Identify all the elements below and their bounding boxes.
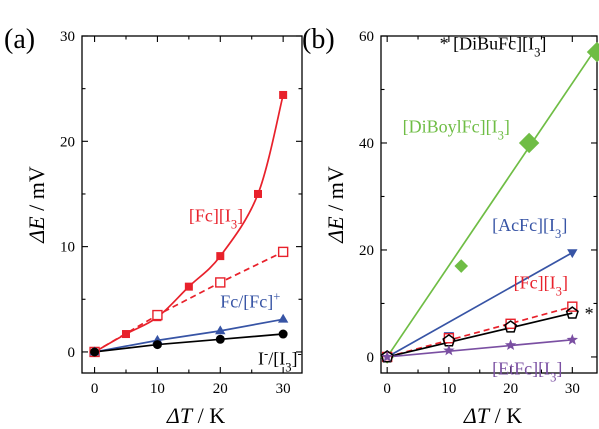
x-tick-label: 10 bbox=[441, 381, 456, 397]
panel-label: (a) bbox=[4, 24, 35, 55]
x-tick-label: 20 bbox=[503, 381, 518, 397]
x-tick-label: 20 bbox=[213, 381, 228, 397]
x-tick-label: 10 bbox=[150, 381, 165, 397]
data-point-series-0 bbox=[454, 259, 469, 273]
data-point-series-2 bbox=[277, 313, 289, 323]
y-tick-label: 20 bbox=[60, 134, 75, 150]
data-point-series-3 bbox=[152, 340, 162, 350]
data-point-series-0 bbox=[216, 252, 225, 261]
x-tick-label: 0 bbox=[383, 381, 391, 397]
data-point-series-0 bbox=[586, 41, 599, 63]
series-label-1: Fc/[Fc]+ bbox=[220, 290, 280, 312]
series-label-0: * [DiBuFc][I3] bbox=[440, 33, 547, 59]
y-tick-label: 60 bbox=[359, 29, 374, 45]
series-label-2: I-/[I3]- bbox=[258, 347, 302, 375]
plot-frame bbox=[380, 35, 598, 374]
series-line-2 bbox=[386, 305, 573, 358]
data-point-series-3 bbox=[504, 320, 518, 333]
data-point-series-3 bbox=[215, 334, 225, 344]
data-point-series-1 bbox=[277, 246, 289, 258]
x-tick-label: 0 bbox=[91, 381, 99, 397]
data-point-series-0 bbox=[254, 189, 262, 198]
series-line-1 bbox=[386, 251, 573, 358]
data-point-series-3 bbox=[90, 347, 100, 357]
series-line-3 bbox=[386, 312, 573, 358]
series-label-0: [Fc][I3] bbox=[189, 205, 243, 231]
data-point-series-4 bbox=[504, 339, 517, 351]
data-point-series-0 bbox=[279, 90, 288, 99]
data-point-series-0 bbox=[184, 282, 193, 291]
series-label-1: [DiBoylFc][I3] bbox=[403, 116, 510, 142]
data-point-series-4 bbox=[381, 350, 393, 362]
series-label-3: [Fc][I3] bbox=[514, 272, 568, 298]
data-point-series-3 bbox=[278, 329, 288, 339]
data-point-series-0 bbox=[122, 330, 130, 339]
data-point-series-3 bbox=[565, 306, 579, 319]
series-label-2: [AcFc][I3] bbox=[492, 215, 567, 241]
x-tick-label: 30 bbox=[565, 381, 580, 397]
y-tick-label: 20 bbox=[359, 243, 374, 259]
y-axis-label: ΔE / mV bbox=[24, 166, 49, 244]
data-point-series-2 bbox=[215, 325, 226, 335]
plot-frame bbox=[81, 35, 303, 374]
data-point-series-1 bbox=[152, 309, 163, 321]
panel-a: 0 10 20 30 0 10 20 30 ΔT / K ΔE / mV (a) [Fc][I3] Fc… bbox=[4, 24, 303, 428]
y-tick-label: 40 bbox=[359, 136, 374, 152]
data-point-series-4 bbox=[566, 333, 579, 345]
data-point-series-1 bbox=[567, 249, 578, 259]
y-tick-label: 0 bbox=[367, 350, 375, 366]
series-line-4 bbox=[387, 338, 573, 358]
series-label-5: [EtFc][I3] bbox=[492, 359, 562, 385]
y-tick-label: 0 bbox=[68, 345, 76, 361]
series-label-4: * bbox=[585, 304, 594, 324]
data-point-series-3 bbox=[380, 350, 394, 363]
series-line-3 bbox=[94, 333, 284, 353]
data-point-series-4 bbox=[443, 344, 455, 356]
x-tick-label: 30 bbox=[276, 381, 291, 397]
x-axis-label: ΔT / K bbox=[463, 403, 522, 428]
panel-b: 0 10 20 30 0 20 40 60 ΔT / K ΔE / mV (b) * [DiBuFc]… bbox=[302, 24, 599, 428]
y-tick-label: 10 bbox=[60, 240, 75, 256]
data-point-series-0 bbox=[518, 132, 540, 154]
data-point-series-1 bbox=[215, 277, 226, 288]
panel-label: (b) bbox=[302, 24, 335, 55]
series-line-0 bbox=[386, 46, 598, 358]
x-axis-label: ΔT / K bbox=[166, 403, 225, 428]
series-line-2 bbox=[94, 318, 284, 353]
y-axis-label: ΔE / mV bbox=[323, 166, 348, 244]
y-tick-label: 30 bbox=[60, 29, 75, 45]
